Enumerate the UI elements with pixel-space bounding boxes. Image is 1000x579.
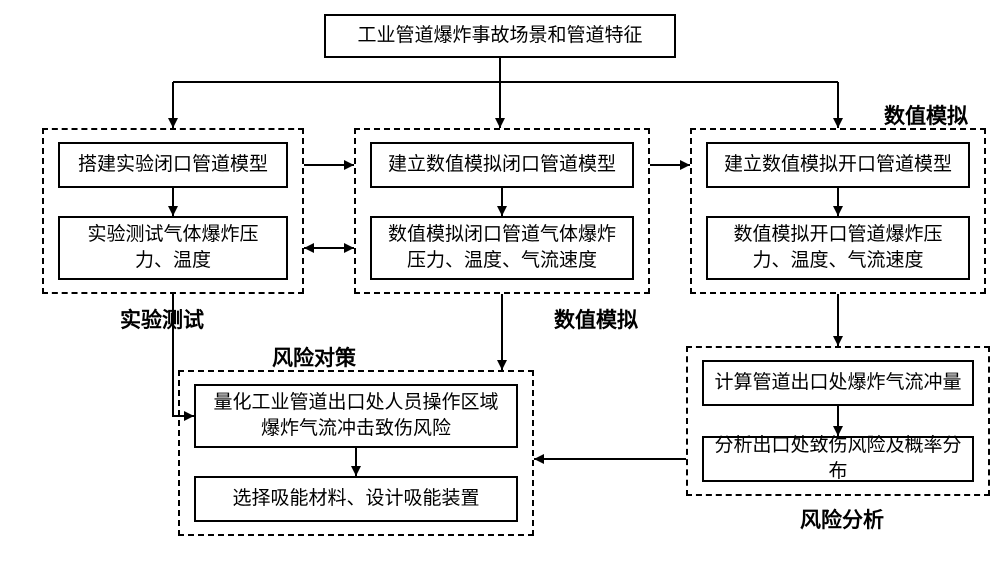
node-calc_outlet: 计算管道出口处爆炸气流冲量 <box>702 360 974 406</box>
label-counter_label: 风险对策 <box>272 342 356 372</box>
node-sim_open_build: 建立数值模拟开口管道模型 <box>706 142 970 188</box>
label-analysis_label: 风险分析 <box>800 504 884 534</box>
node-select_absorb: 选择吸能材料、设计吸能装置 <box>194 476 518 522</box>
label-exp_label: 实验测试 <box>120 304 204 334</box>
node-exp_test: 实验测试气体爆炸压力、温度 <box>58 216 288 280</box>
node-exp_build: 搭建实验闭口管道模型 <box>58 142 288 188</box>
flowchart-canvas: 工业管道爆炸事故场景和管道特征搭建实验闭口管道模型实验测试气体爆炸压力、温度 建立… <box>0 0 1000 579</box>
node-sim_closed_build: 建立数值模拟闭口管道模型 <box>370 142 634 188</box>
label-sim_top: 数值模拟 <box>884 100 968 130</box>
node-analyze_risk: 分析出口处致伤风险及概率分布 <box>702 436 974 482</box>
label-sim_label: 数值模拟 <box>554 304 638 334</box>
node-sim_open_run: 数值模拟开口管道爆炸压力、温度、气流速度 <box>706 216 970 280</box>
node-quantify_risk: 量化工业管道出口处人员操作区域爆炸气流冲击致伤风险 <box>194 384 518 448</box>
node-sim_closed_run: 数值模拟闭口管道气体爆炸压力、温度、气流速度 <box>370 216 634 280</box>
node-root: 工业管道爆炸事故场景和管道特征 <box>324 14 676 58</box>
